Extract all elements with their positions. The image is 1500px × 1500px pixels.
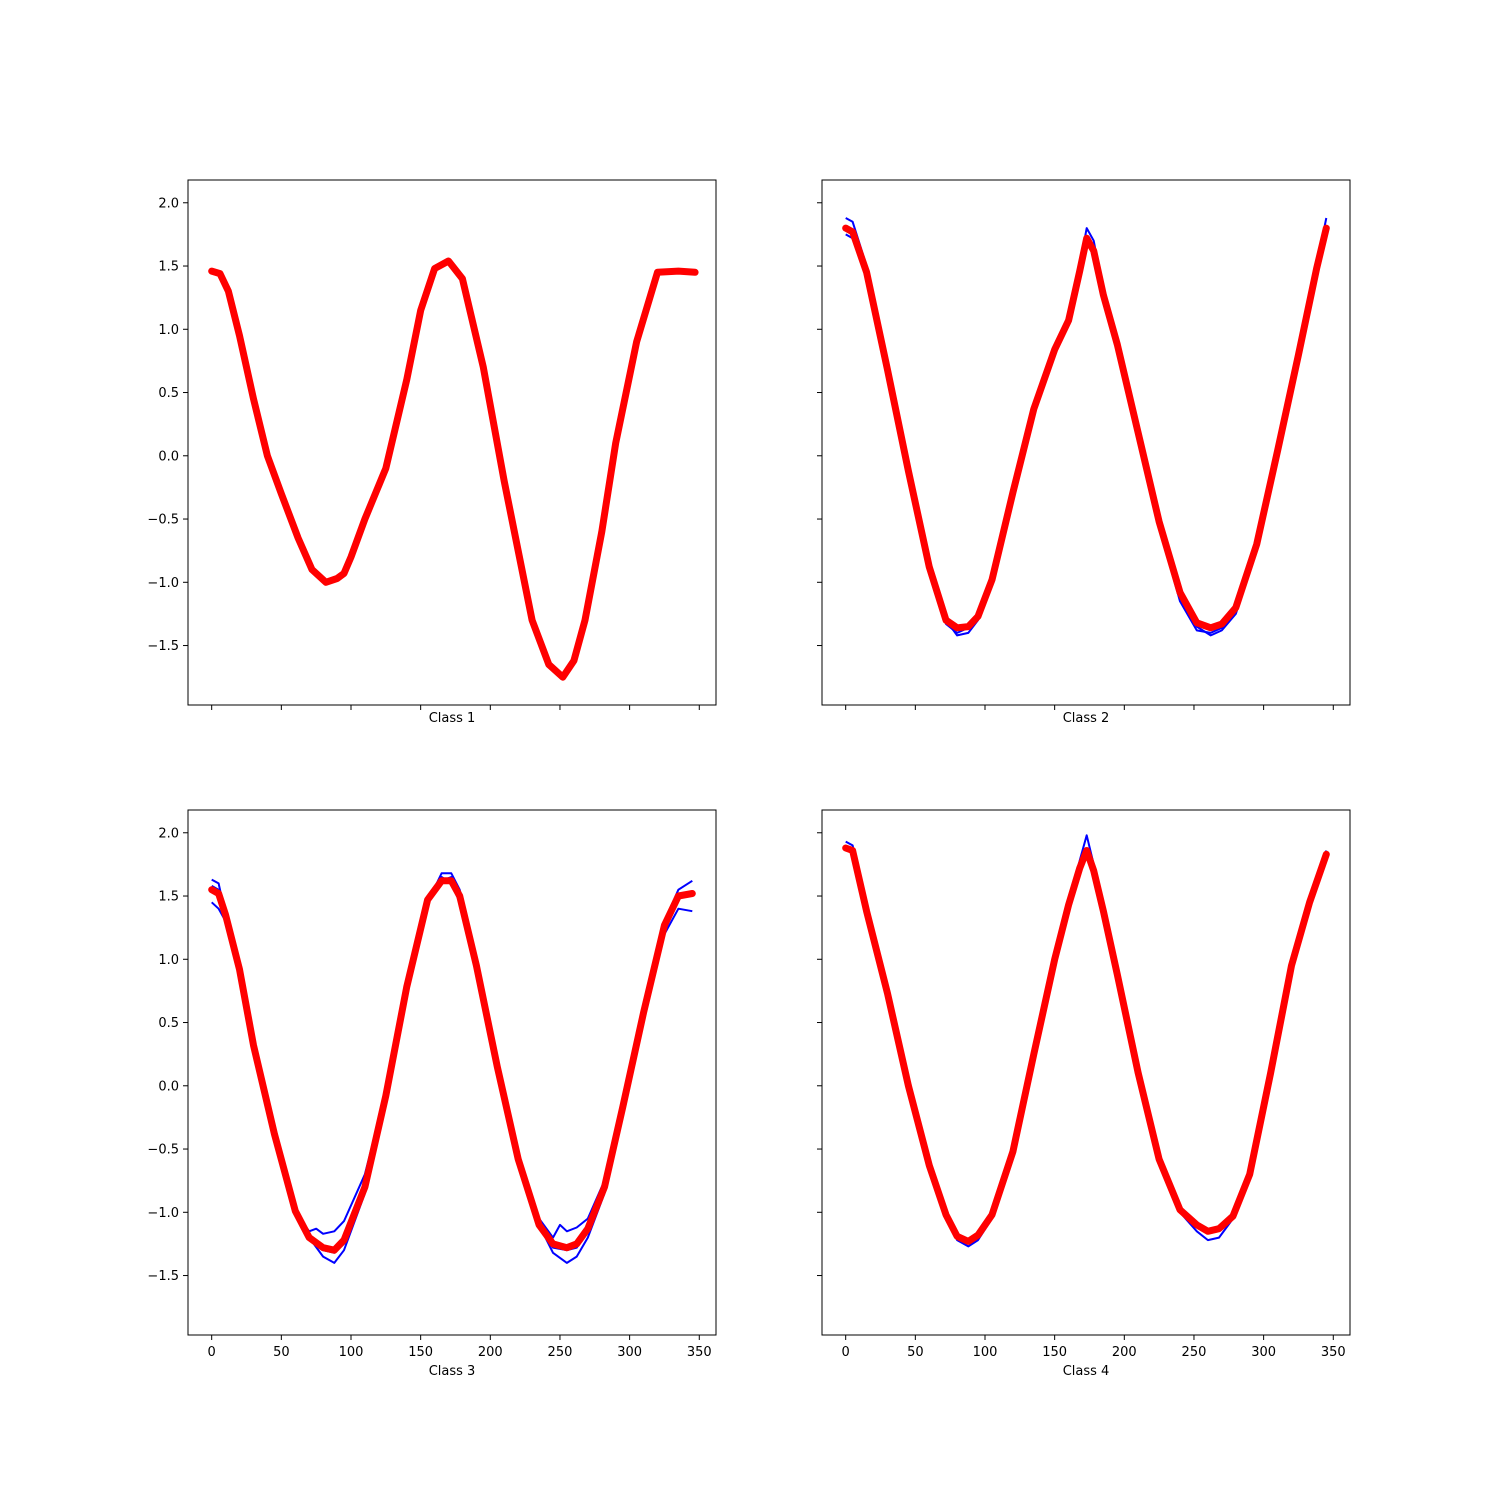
x-axis-label: Class 3: [429, 1364, 476, 1379]
subplot-class-4: Class 4 0 50 100 150 200 250 300 350: [817, 809, 1351, 1379]
y-tick-label: 0.0: [158, 449, 179, 464]
plot-area: [842, 217, 1330, 637]
x-axis-label: Class 4: [1063, 1364, 1110, 1379]
y-tick-label: 1.0: [158, 323, 179, 338]
x-tick-label: 100: [973, 1345, 998, 1360]
x-tick-label: 0: [208, 1345, 216, 1360]
x-tick-label: 100: [339, 1345, 364, 1360]
y-tick-label: −1.0: [147, 576, 179, 591]
x-tick-label: 250: [1182, 1345, 1207, 1360]
x-axis-label: Class 2: [1063, 711, 1110, 726]
x-tick-label: 50: [273, 1345, 290, 1360]
y-tick-label: 1.0: [158, 953, 179, 968]
mean-series-line: [842, 224, 1330, 632]
x-tick-label: 0: [842, 1345, 850, 1360]
axes-frame: [187, 809, 717, 1336]
subplot-class-2: Class 2: [817, 179, 1351, 726]
x-tick-label: 350: [687, 1345, 712, 1360]
y-tick-label: 0.5: [158, 386, 179, 401]
x-axis-label: Class 1: [429, 711, 476, 726]
subplot-class-3: Class 3 0 50 100 150 200 250 300 350 −1.5 −1.0 −0.…: [147, 809, 717, 1379]
subplot-class-1: Class 1 −1.5 −1.0 −0.5 0.0 0.5 1.0 1.5 2.0: [147, 179, 717, 726]
x-tick-label: 300: [617, 1345, 642, 1360]
x-tick-label: 150: [1042, 1345, 1067, 1360]
x-tick-label: 350: [1321, 1345, 1346, 1360]
y-tick-label: −1.5: [147, 639, 179, 654]
x-tick-label: 250: [548, 1345, 573, 1360]
y-tick-label: 0.0: [158, 1079, 179, 1094]
y-tick-label: 1.5: [158, 890, 179, 905]
y-tick-label: 0.5: [158, 1016, 179, 1031]
y-tick-label: 2.0: [158, 196, 179, 211]
plot-area: [842, 834, 1330, 1248]
y-tick-label: −0.5: [147, 513, 179, 528]
axes-frame: [821, 809, 1351, 1336]
x-tick-label: 50: [907, 1345, 924, 1360]
mean-series-line: [208, 877, 696, 1254]
axes-frame: [821, 179, 1351, 706]
mean-series-line: [842, 844, 1330, 1245]
x-tick-label: 200: [1112, 1345, 1137, 1360]
y-tick-label: −0.5: [147, 1143, 179, 1158]
x-tick-label: 150: [408, 1345, 433, 1360]
y-tick-label: 2.0: [158, 826, 179, 841]
y-tick-label: 1.5: [158, 260, 179, 275]
axes-frame: [187, 179, 717, 706]
plot-area: [208, 257, 699, 681]
plot-area: [208, 872, 696, 1264]
x-tick-label: 300: [1251, 1345, 1276, 1360]
x-tick-label: 200: [478, 1345, 503, 1360]
mean-series-line: [208, 257, 699, 681]
y-tick-label: −1.5: [147, 1269, 179, 1284]
y-tick-label: −1.0: [147, 1206, 179, 1221]
